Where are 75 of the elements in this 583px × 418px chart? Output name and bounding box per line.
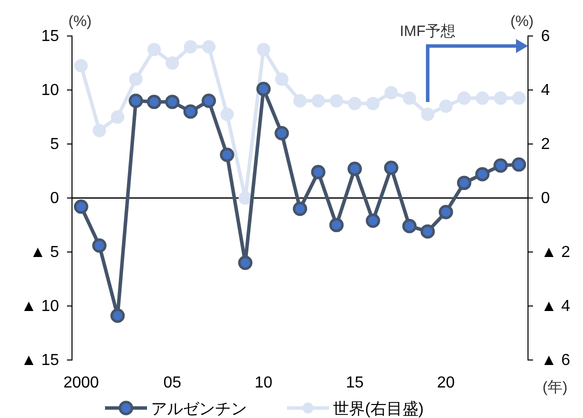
point [493,158,508,173]
y-tick-label: 5 [50,136,60,154]
point [348,96,362,110]
point [146,94,162,110]
point [220,148,234,162]
point [110,308,125,323]
x-axis-title: (年) [542,379,568,396]
point [220,108,234,121]
point [512,91,526,105]
point [92,124,106,138]
point [275,72,288,86]
y2-tick-label: 0 [541,190,550,208]
point [329,218,344,232]
point [494,91,508,105]
point [311,164,326,180]
point [128,94,144,108]
point [366,96,380,110]
point [476,91,490,105]
point [420,224,435,239]
legend-label: 世界(右目盛) [333,400,424,418]
y2-tick-label: ▲ 4 [541,298,570,316]
point [456,176,472,190]
point [274,126,289,140]
point [402,91,416,105]
x-tick-label: 20 [437,374,455,392]
point [238,256,252,270]
y2-axis-title: (%) [510,13,534,30]
y2-tick-label: 4 [541,82,550,100]
y2-tick-label: 2 [541,136,550,154]
y-tick-label: 10 [41,82,60,100]
x-tick-label: 15 [346,374,364,392]
point [330,94,344,108]
y-tick-label: ▲ 10 [20,298,60,316]
point [92,238,107,253]
point [421,108,434,121]
y-tick-label: 0 [50,190,60,208]
point [183,104,198,119]
point [256,82,271,96]
point [384,160,398,175]
x-tick-label: 10 [254,374,273,392]
annotation: IMF予想 [400,23,456,40]
y-tick-label: ▲ 5 [30,244,60,262]
y2-tick-label: ▲ 2 [541,244,570,262]
point [184,40,198,54]
point [110,110,124,124]
y-axis-title: (%) [68,13,92,30]
point [293,94,307,108]
point [74,199,88,214]
y-tick-label: 15 [41,28,60,46]
y-tick-label: ▲ 15 [20,352,60,370]
x-tick-label: 05 [163,374,182,392]
point [348,162,362,176]
point [402,218,417,234]
point [165,94,180,110]
y2-tick-label: 6 [541,28,550,46]
y2-tick-label: ▲ 6 [541,352,570,370]
point [366,214,380,228]
x-tick-label: 2000 [63,374,100,392]
point [129,72,143,86]
point [439,100,453,113]
point [202,40,216,54]
legend-label: アルゼンチン [151,401,247,418]
point [384,86,398,100]
point [312,94,325,108]
point [147,42,161,56]
point [238,191,252,205]
point [166,56,179,70]
point [292,202,308,216]
point [438,204,454,220]
point [202,94,216,108]
point [74,59,88,72]
point [457,91,471,105]
point [512,157,526,172]
point [475,167,490,182]
point [256,42,270,56]
